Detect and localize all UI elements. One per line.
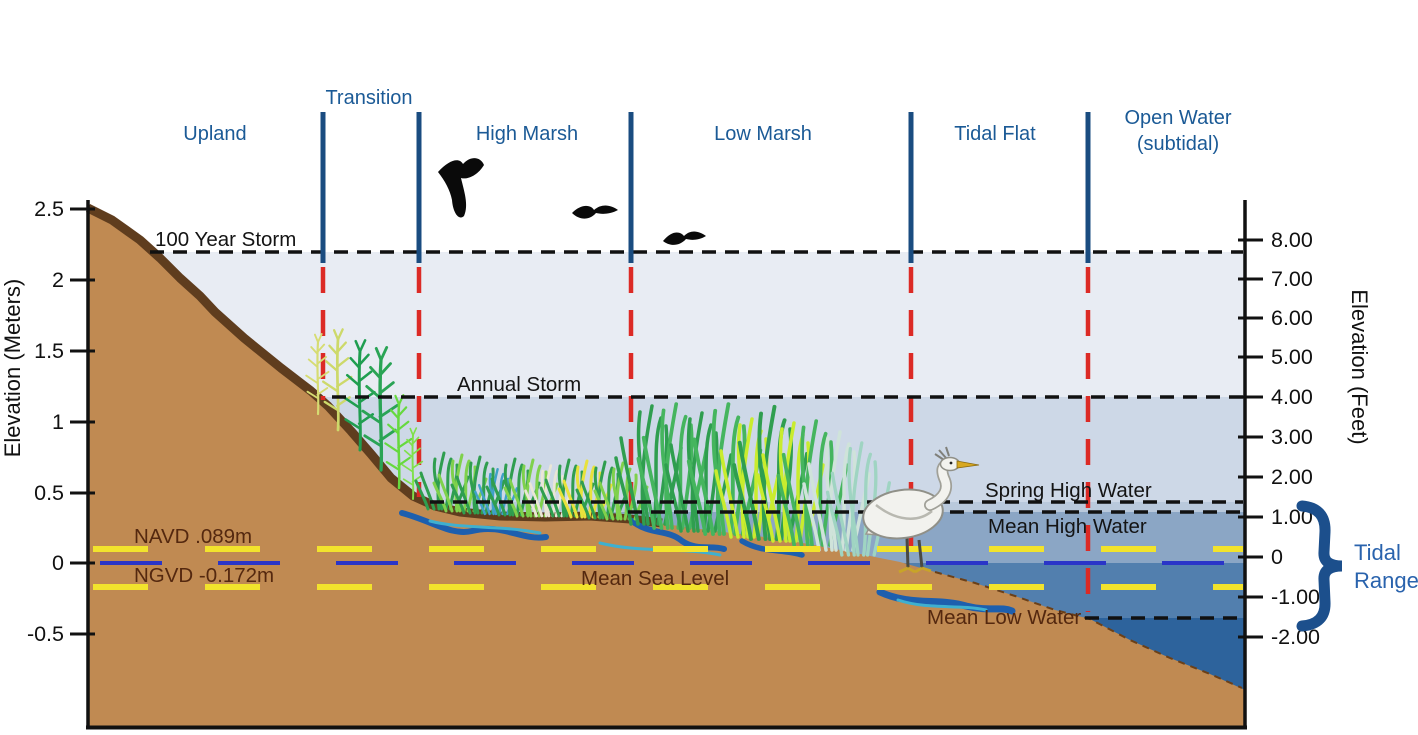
axis-tick-label: 3.00 <box>1271 425 1313 449</box>
terrain-profile <box>88 208 1245 728</box>
creek-accent-1 <box>428 519 542 535</box>
heron-legs <box>905 537 924 569</box>
axis-tick-label: 8.00 <box>1271 228 1313 252</box>
axis-tick-label: 7.00 <box>1271 267 1313 291</box>
zone-label-subtidal: (subtidal) <box>1137 133 1219 155</box>
label-mean-sea-level: Mean Sea Level <box>581 567 729 590</box>
left-axis-title: Elevation (Meters) <box>0 279 25 458</box>
label-annual-storm: Annual Storm <box>457 373 581 396</box>
right-axis-ticks <box>1238 238 1263 639</box>
heron-beak <box>956 460 980 469</box>
tidal-range-label-1: Tidal <box>1354 540 1401 565</box>
bird-icon <box>663 231 706 245</box>
label-navd: NAVD .089m <box>134 525 252 548</box>
zone-divider-lines <box>320 112 1091 263</box>
white-heron-icon <box>862 446 980 574</box>
bird-icon <box>572 205 618 219</box>
datum-dashed-lines <box>93 546 1243 590</box>
zone-label-upland: Upland <box>183 123 246 145</box>
left-axis-ticks <box>70 207 95 636</box>
flying-birds <box>438 158 706 245</box>
axis-tick-label: 0 <box>1271 545 1283 569</box>
creek-tidal-flat <box>876 588 1016 615</box>
creek-high-marsh <box>399 510 549 541</box>
axis-tick-label: 1.5 <box>34 339 64 363</box>
axis-tick-label: 2.00 <box>1271 465 1313 489</box>
zone-label-high-marsh: High Marsh <box>476 123 578 145</box>
bird-icon <box>438 158 484 218</box>
axis-tick-label: 4.00 <box>1271 385 1313 409</box>
left-axis-tick-labels: 2.5 2 1.5 1 0.5 0 -0.5 <box>27 197 64 646</box>
axis-tick-label: 1 <box>52 410 64 434</box>
tidal-range-annotation: Tidal Range <box>1296 500 1418 632</box>
zone-label-tidal-flat: Tidal Flat <box>954 123 1036 145</box>
axes <box>70 200 1263 730</box>
axis-tick-label: 2.5 <box>34 197 64 221</box>
zone-boundary-red-lines <box>320 267 1091 612</box>
right-axis-tick-labels: 8.00 7.00 6.00 5.00 4.00 3.00 2.00 1.00 … <box>1271 228 1320 649</box>
axis-tick-label: -1.00 <box>1271 585 1320 609</box>
axis-tick-label: 0.5 <box>34 481 64 505</box>
label-100-year-storm: 100 Year Storm <box>155 228 296 251</box>
axis-tick-label: 6.00 <box>1271 306 1313 330</box>
heron-eye <box>949 461 953 465</box>
heron-body <box>862 488 944 540</box>
water-level-labels: 100 Year Storm Annual Storm Spring High … <box>134 228 1152 629</box>
label-spring-high-water: Spring High Water <box>985 479 1152 502</box>
heron-feet <box>898 566 932 574</box>
axis-tick-label: 2 <box>52 268 64 292</box>
zone-label-low-marsh: Low Marsh <box>714 123 812 145</box>
tidal-range-brace-icon <box>1296 500 1343 632</box>
tidal-range-label-2: Range <box>1354 568 1418 593</box>
axis-tick-label: 5.00 <box>1271 345 1313 369</box>
label-ngvd: NGVD -0.172m <box>134 564 274 587</box>
right-axis-title: Elevation (Feet) <box>1347 289 1372 444</box>
label-mean-high-water: Mean High Water <box>988 515 1147 538</box>
label-mean-low-water: Mean Low Water <box>927 606 1081 629</box>
heron-wing <box>875 504 933 520</box>
axis-tick-label: -0.5 <box>27 622 64 646</box>
creek-low-marsh-1 <box>629 518 727 552</box>
axis-tick-label: 0 <box>52 551 64 575</box>
zone-label-open-water: Open Water <box>1124 107 1231 129</box>
heron-crest <box>934 446 950 461</box>
creek-accent-3 <box>896 598 988 612</box>
zone-label-transition: Transition <box>325 87 412 109</box>
zone-labels: Upland Transition High Marsh Low Marsh T… <box>183 87 1232 155</box>
